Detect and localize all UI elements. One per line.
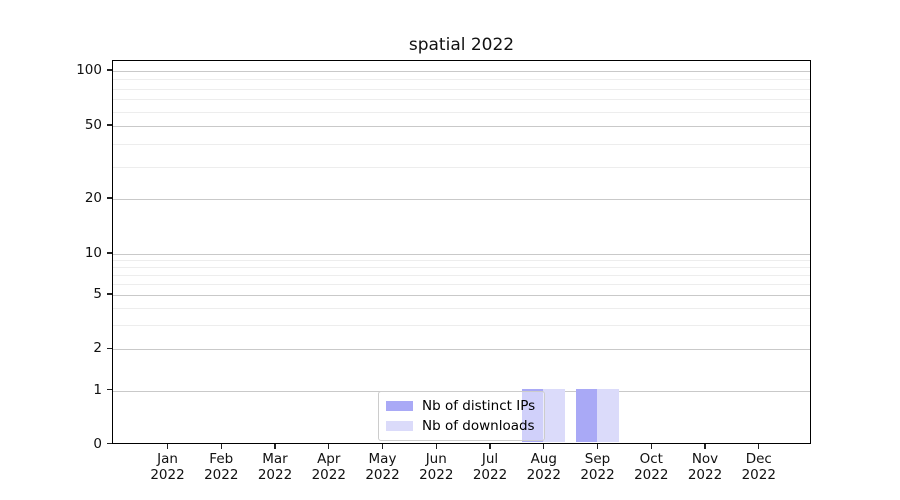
x-tick-label-month: Feb	[209, 451, 234, 467]
x-tick-label: Jan 2022	[128, 451, 208, 483]
y-tick	[107, 252, 112, 254]
x-tick-label-year: 2022	[741, 467, 776, 483]
x-tick-label-year: 2022	[150, 467, 185, 483]
gridline-minor	[113, 260, 810, 262]
plot-area	[112, 59, 811, 444]
y-tick	[107, 347, 112, 350]
gridline-minor	[113, 111, 810, 113]
gridline-minor	[113, 284, 810, 286]
legend-label-distinct-ips: Nb of distinct IPs	[422, 398, 536, 414]
bar-nb-of-distinct-ips-aug	[521, 389, 544, 442]
y-tick	[107, 442, 112, 445]
x-tick	[489, 443, 491, 449]
x-tick-label-month: Apr	[317, 451, 341, 467]
x-tick-label-month: Dec	[745, 451, 772, 467]
x-tick-label-month: Mar	[262, 451, 288, 467]
y-tick-label: 0	[93, 435, 102, 452]
x-tick-label: Nov 2022	[665, 451, 745, 483]
gridline-minor	[113, 166, 810, 168]
x-tick-label: Oct 2022	[611, 451, 691, 483]
chart-title: spatial 2022	[408, 35, 515, 55]
gridline-major	[113, 295, 810, 297]
legend-swatch-downloads	[386, 421, 413, 431]
bars-layer	[113, 61, 810, 443]
x-tick-label: May 2022	[343, 451, 423, 483]
x-tick-label: Jun 2022	[396, 451, 476, 483]
gridline-minor	[113, 143, 810, 145]
gridline-major	[113, 198, 810, 200]
y-tick	[107, 293, 112, 295]
gridline-minor	[113, 88, 810, 90]
x-tick-label: Feb 2022	[181, 451, 261, 483]
y-tick-label: 10	[84, 245, 102, 261]
gridline-major	[113, 126, 810, 128]
x-tick-label-year: 2022	[257, 467, 293, 483]
gridline-minor	[113, 267, 810, 269]
y-tick-label: 5	[93, 286, 102, 303]
x-tick-label-month: May	[368, 451, 397, 467]
x-tick-label-month: Aug	[530, 451, 557, 467]
y-tick	[107, 388, 112, 391]
x-tick-label-month: Jul	[481, 451, 499, 467]
y-tick	[107, 197, 112, 199]
legend-swatch-distinct-ips	[386, 401, 413, 411]
x-tick-label-month: Nov	[691, 451, 719, 467]
x-tick	[758, 443, 760, 449]
legend-label-downloads: Nb of downloads	[422, 418, 535, 434]
y-tick-label: 2	[93, 340, 102, 357]
x-tick-label: Sep 2022	[558, 451, 638, 483]
legend-item-downloads: Nb of downloads	[386, 418, 536, 434]
x-tick-label-year: 2022	[204, 467, 239, 483]
x-tick-label: Mar 2022	[235, 451, 315, 483]
x-tick	[274, 443, 276, 449]
y-tick-label: 100	[76, 62, 102, 78]
x-tick-label-year: 2022	[365, 467, 400, 483]
x-tick-label-year: 2022	[419, 467, 454, 483]
x-tick	[704, 443, 706, 449]
y-tick-label: 20	[84, 189, 102, 206]
bar-nb-of-downloads-sep	[597, 389, 619, 442]
y-tick	[107, 124, 112, 126]
y-tick	[107, 69, 112, 71]
x-tick-label-year: 2022	[526, 467, 561, 483]
x-tick-label-year: 2022	[634, 467, 669, 483]
legend: Nb of distinct IPs Nb of downloads	[378, 391, 545, 441]
x-tick	[166, 443, 169, 449]
x-tick	[381, 443, 384, 449]
legend-item-distinct-ips: Nb of distinct IPs	[386, 398, 536, 414]
y-tick-label: 1	[93, 381, 102, 398]
x-tick	[220, 443, 222, 449]
gridline-minor	[113, 308, 810, 310]
gridline-major	[113, 254, 810, 255]
x-tick-label-month: Oct	[639, 451, 663, 467]
bar-nb-of-downloads-aug	[543, 389, 565, 442]
y-tick-label: 50	[84, 117, 102, 134]
gridline-major	[113, 349, 810, 351]
x-tick-label: Aug 2022	[504, 451, 584, 483]
x-tick-label: Apr 2022	[289, 451, 369, 483]
x-tick-label: Jul 2022	[450, 451, 530, 483]
gridline-major	[113, 71, 810, 72]
x-tick	[543, 443, 545, 449]
gridline-minor	[113, 275, 810, 277]
x-tick-label-month: Jun	[425, 451, 447, 467]
x-tick-label-year: 2022	[472, 467, 508, 483]
x-tick	[596, 443, 599, 449]
x-tick-label: Dec 2022	[719, 451, 799, 483]
x-tick-label-year: 2022	[311, 467, 346, 483]
gridline-minor	[113, 79, 810, 81]
bar-nb-of-distinct-ips-sep	[575, 389, 598, 442]
x-tick-label-month: Jan	[157, 451, 178, 467]
gridline-minor	[113, 325, 810, 327]
gridline-minor	[113, 99, 810, 101]
x-tick-label-year: 2022	[687, 467, 723, 483]
x-tick	[650, 443, 652, 449]
x-tick	[435, 443, 437, 449]
x-tick-label-month: Sep	[584, 451, 611, 467]
x-tick-label-year: 2022	[580, 467, 615, 483]
x-tick	[328, 443, 330, 449]
